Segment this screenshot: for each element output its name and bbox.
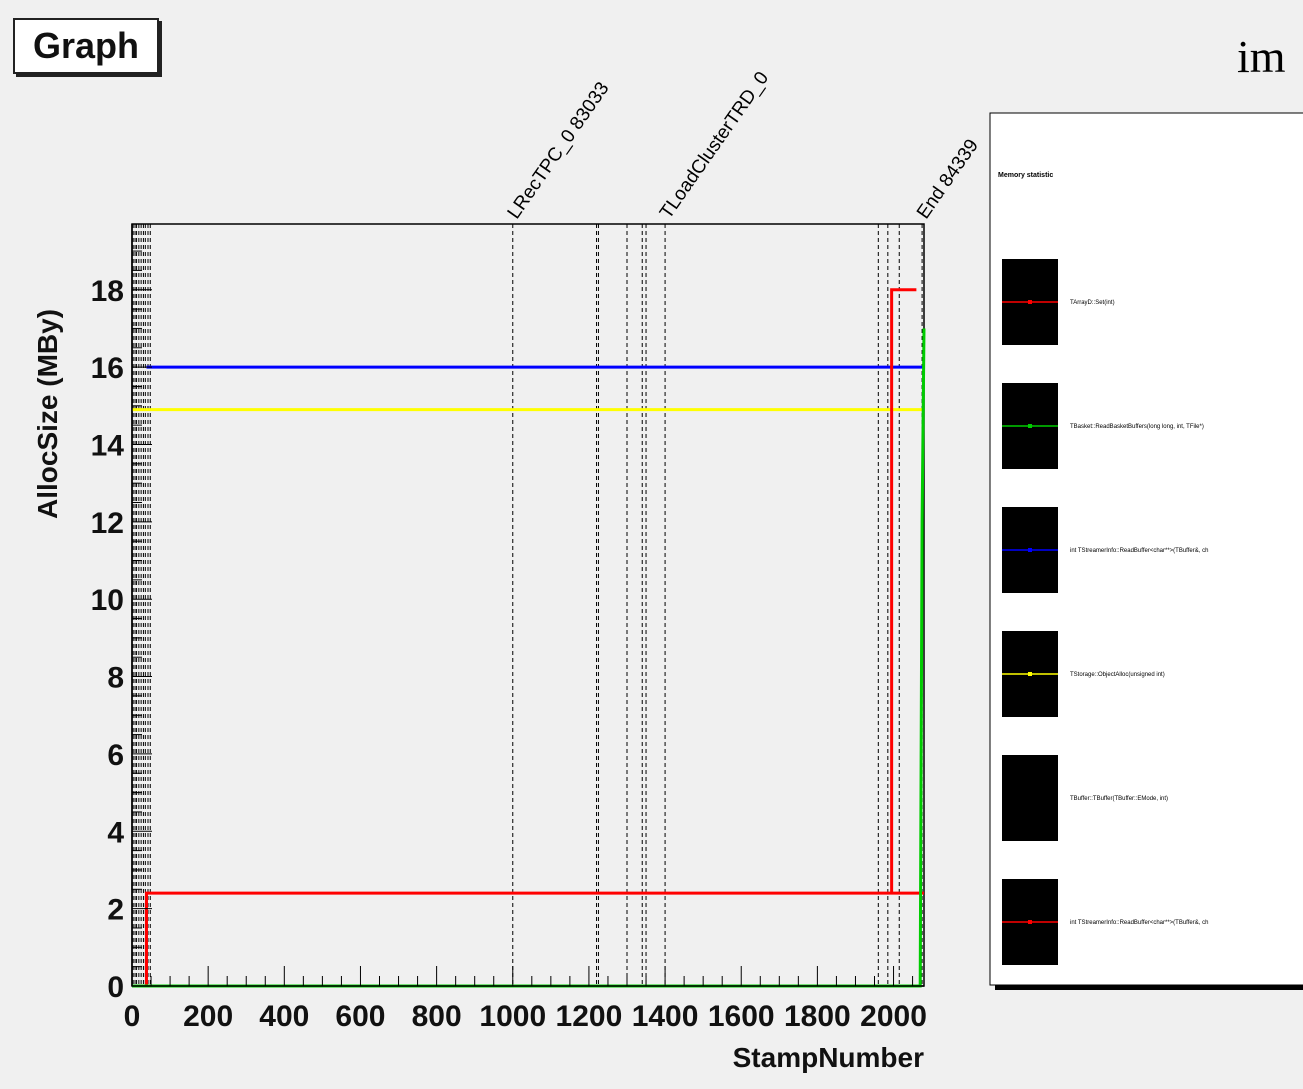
legend-marker	[1028, 300, 1032, 304]
y-tick-label: 18	[91, 275, 124, 308]
legend: Memory statistic TArrayD::Set(int)TBaske…	[989, 112, 1303, 990]
series-line	[890, 288, 917, 894]
legend-marker	[1028, 796, 1032, 800]
x-tick-label: 600	[335, 1000, 385, 1033]
marker-label: TLoadClusterTRD_0	[656, 68, 773, 223]
y-tick-label: 8	[107, 662, 124, 695]
legend-label: TBasket::ReadBasketBuffers(long long, in…	[1070, 424, 1204, 430]
legend-label: int TStreamerInfo::ReadBuffer<char**>(TB…	[1070, 920, 1208, 926]
legend-title: Memory statistic	[998, 172, 1053, 179]
legend-label: TBuffer::TBuffer(TBuffer::EMode, int)	[1070, 796, 1168, 802]
x-tick-label: 200	[183, 1000, 233, 1033]
corner-text: im	[1237, 31, 1286, 82]
x-tick-label: 1000	[479, 1000, 546, 1033]
marker-label: End 84339	[913, 136, 983, 223]
x-tick-label: 1800	[784, 1000, 851, 1033]
series-line	[132, 328, 926, 988]
y-tick-label: 0	[107, 971, 124, 1004]
series-line	[132, 891, 924, 988]
legend-marker	[1028, 920, 1032, 924]
x-axis-label: StampNumber	[733, 1042, 924, 1073]
y-tick-label: 14	[91, 429, 125, 462]
x-tick-label: 1400	[632, 1000, 699, 1033]
x-tick-label: 2000	[860, 1000, 927, 1033]
axes: 0 200 400 600 800 1000 1200 1400 1600 1800 2000 0 2 4…	[91, 224, 927, 1033]
series-lines	[132, 288, 926, 988]
legend-label: int TStreamerInfo::ReadBuffer<char**>(TB…	[1070, 548, 1208, 554]
legend-marker	[1028, 672, 1032, 676]
y-tick-label: 10	[91, 584, 124, 617]
plot-frame	[131, 223, 925, 987]
marker-lines: LRecTPC_0 83033 TLoadClusterTRD_0 End 8433…	[132, 68, 983, 986]
y-tick-label: 2	[107, 894, 124, 927]
x-tick-label: 400	[259, 1000, 309, 1033]
x-tick-label: 0	[124, 1000, 141, 1033]
legend-label: TArrayD::Set(int)	[1070, 300, 1115, 306]
y-tick-label: 4	[107, 816, 124, 849]
legend-label: TStorage::ObjectAlloc(unsigned int)	[1070, 672, 1165, 678]
y-tick-label: 12	[91, 507, 124, 540]
marker-label: LRecTPC_0 83033	[504, 78, 614, 222]
legend-marker	[1028, 424, 1032, 428]
legend-marker	[1028, 548, 1032, 552]
y-tick-label: 6	[107, 739, 124, 772]
legend-entries: TArrayD::Set(int)TBasket::ReadBasketBuff…	[1002, 259, 1208, 965]
graph-title-box: Graph	[13, 18, 159, 74]
y-tick-label: 16	[91, 352, 124, 385]
graph-title: Graph	[32, 25, 139, 66]
x-tick-label: 1200	[556, 1000, 623, 1033]
x-tick-label: 1600	[708, 1000, 775, 1033]
x-tick-label: 800	[412, 1000, 462, 1033]
y-axis-label: AllocSize (MBy)	[32, 309, 63, 519]
